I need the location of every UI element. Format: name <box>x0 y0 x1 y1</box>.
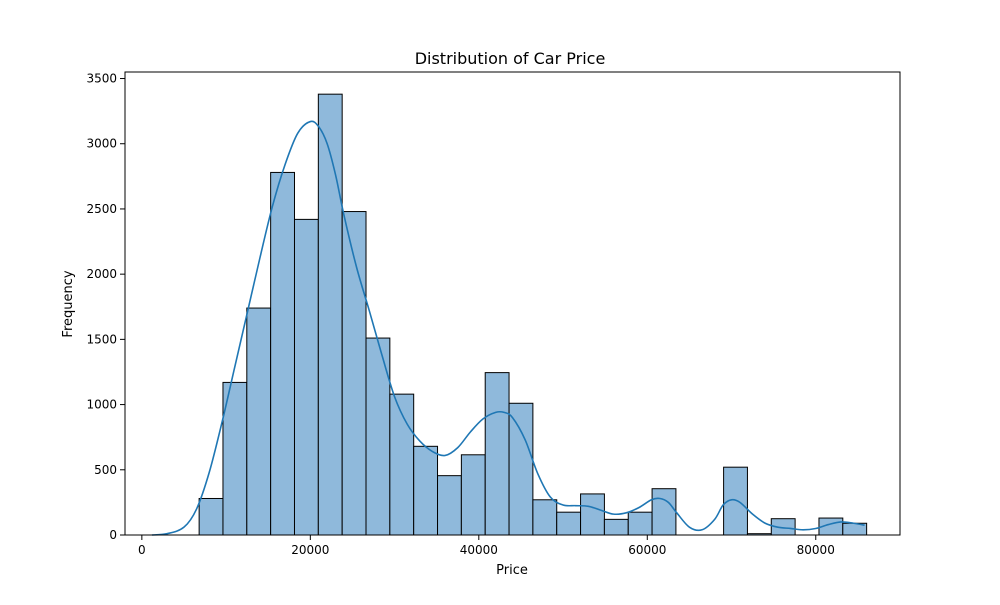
chart-title: Distribution of Car Price <box>415 49 606 68</box>
bars-layer <box>198 93 868 536</box>
histogram-bar <box>651 488 677 536</box>
histogram-bar <box>580 493 605 536</box>
y-tick-label: 2000 <box>86 267 117 281</box>
y-tick-label: 1500 <box>86 332 117 346</box>
histogram-bar <box>246 307 272 536</box>
histogram-bar <box>603 518 629 536</box>
y-tick-label: 3000 <box>86 137 117 151</box>
x-tick-label: 40000 <box>460 543 498 557</box>
plot-frame <box>124 71 901 536</box>
histogram-bar <box>437 475 462 536</box>
x-tick-label: 80000 <box>797 543 835 557</box>
histogram-bar <box>293 218 319 536</box>
histogram-bar <box>556 511 582 536</box>
y-tick-label: 2500 <box>86 202 117 216</box>
histogram-bar <box>532 499 558 536</box>
histogram-bar <box>413 445 439 536</box>
x-tick-label: 0 <box>138 543 146 557</box>
y-tick-label: 1000 <box>86 398 117 412</box>
x-axis-label: Price <box>496 563 528 578</box>
y-tick-label: 500 <box>94 463 117 477</box>
y-tick-label: 3500 <box>86 72 117 86</box>
histogram-bar <box>627 511 653 536</box>
histogram-bar <box>508 402 534 536</box>
kde-line <box>151 120 865 536</box>
y-tick-label: 0 <box>109 528 117 542</box>
histogram-bar <box>270 171 295 536</box>
histogram-bar <box>198 497 224 536</box>
kde-layer <box>151 120 865 536</box>
histogram-bar <box>460 454 486 536</box>
histogram-bar <box>484 372 510 536</box>
axes-layer <box>124 71 901 536</box>
x-tick-label: 20000 <box>291 543 329 557</box>
histogram-bar <box>317 93 343 536</box>
ticks-layer: 0 20000 40000 60000 80000 0 500 1000 1500 2000 250… <box>86 72 834 557</box>
x-tick-label: 60000 <box>628 543 666 557</box>
y-axis-label: Frequency <box>61 270 76 337</box>
